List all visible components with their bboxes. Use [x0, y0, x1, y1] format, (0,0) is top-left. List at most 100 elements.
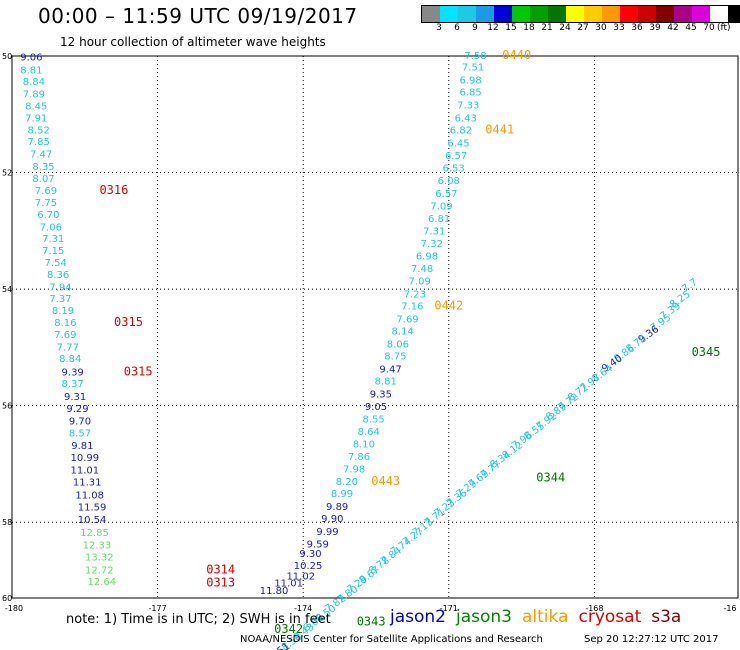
colorbar-swatch	[728, 6, 740, 22]
swh-value-label: 9.81	[71, 441, 93, 452]
swh-value-label: 8.20	[336, 477, 358, 488]
swh-value-label: 6.98	[416, 251, 438, 262]
swh-value-label: 6.57	[445, 151, 467, 162]
swh-value-label: 11.59	[78, 503, 107, 514]
swh-value-label: 12.33	[83, 540, 112, 551]
swh-value-label: 11.01	[70, 465, 99, 476]
colorbar-label: 42	[667, 23, 679, 33]
swh-value-label: 6.45	[447, 138, 469, 149]
swh-value-label: 6.82	[450, 126, 472, 137]
swh-value-label: 8.64	[358, 427, 380, 438]
colorbar-label: 70	[703, 23, 715, 33]
colorbar-labels: 3 6 9 12 15 18 21 24 27 30 33 36 39 42 45 70	[421, 23, 731, 35]
colorbar-label: 27	[577, 23, 589, 33]
timestamp: Sep 20 12:27:12 UTC 2017	[584, 634, 719, 645]
lat-tick-label: 50	[2, 52, 12, 61]
swh-value-label: 7.09	[430, 201, 452, 212]
swh-value-label: 8.81	[20, 65, 42, 76]
lat-tick-label: 56	[2, 402, 12, 411]
colorbar-label: 30	[595, 23, 607, 33]
swh-value-label: 9.51	[268, 641, 293, 650]
colorbar-label: 24	[559, 23, 571, 33]
swh-value-label: 7.33	[457, 100, 479, 111]
swh-value-label: 12.85	[80, 528, 109, 539]
swh-value-label: 9.06	[20, 53, 42, 64]
page-subtitle: 12 hour collection of altimeter wave hei…	[60, 35, 326, 49]
colorbar-label: 39	[649, 23, 661, 33]
lon-tick-label: -171	[440, 604, 458, 613]
swh-value-label: 8.81	[375, 377, 397, 388]
colorbar-label: 15	[505, 23, 517, 33]
colorbar-swatch	[620, 6, 638, 22]
swh-value-label: 11.80	[260, 586, 289, 597]
swh-value-label: 12.72	[85, 566, 114, 577]
swh-value-label: 7.37	[49, 294, 71, 305]
swh-value-label: 9.35	[370, 390, 392, 401]
swh-value-label: 7.15	[42, 246, 64, 257]
colorbar-swatch	[638, 6, 656, 22]
lon-tick-label: -174	[294, 604, 312, 613]
swh-value-label: 8.84	[59, 354, 81, 365]
colorbar-label: 9	[472, 23, 478, 33]
swh-value-label: 6.57	[435, 189, 457, 200]
swh-value-label: 6.43	[455, 113, 477, 124]
swh-value-label: 7.09	[409, 276, 431, 287]
colorbar-unit: (ft)	[717, 23, 731, 33]
colorbar-swatch	[548, 6, 566, 22]
colorbar-swatch	[494, 6, 512, 22]
swh-value-label: 8.19	[52, 306, 74, 317]
legend-entry: cryosat	[578, 607, 642, 627]
swh-value-label: 7.16	[401, 302, 423, 313]
swh-value-label: 6.81	[428, 214, 450, 225]
swh-value-label: 9.31	[64, 392, 86, 403]
legend-entry: jason3	[456, 607, 512, 627]
colorbar-swatch	[440, 6, 458, 22]
colorbar-swatch	[512, 6, 530, 22]
swh-value-label: 8.16	[54, 318, 76, 329]
swh-value-label: 8.57	[69, 429, 91, 440]
lat-tick-label: 54	[2, 285, 12, 294]
colorbar-label: 21	[541, 23, 553, 33]
legend-entry: s3a	[651, 607, 682, 627]
colorbar	[421, 5, 740, 23]
swh-value-label: 9.59	[307, 539, 329, 550]
swh-value-label: 7.69	[396, 314, 418, 325]
swh-value-label: 6.85	[460, 88, 482, 99]
swh-value-label: 8.37	[62, 379, 84, 390]
swh-value-label: 7.23	[404, 289, 426, 300]
colorbar-label: 33	[613, 23, 625, 33]
swh-value-label: 7.69	[35, 186, 57, 197]
colorbar-swatch	[476, 6, 494, 22]
swh-value-label: 8.35	[32, 162, 54, 173]
map-frame	[11, 55, 739, 599]
swh-value-label: 7.32	[421, 239, 443, 250]
colorbar-swatch	[566, 6, 584, 22]
time-label: 0343	[357, 614, 386, 628]
swh-value-label: 7.51	[462, 63, 484, 74]
swh-value-label: 8.07	[32, 174, 54, 185]
swh-value-label: 11.02	[286, 571, 315, 582]
lat-tick-label: 52	[2, 169, 12, 178]
swh-value-label: 7.06	[40, 222, 62, 233]
swh-value-label: 10.99	[70, 453, 99, 464]
time-label: 0313	[206, 575, 235, 589]
swh-value-label: 9.90	[321, 514, 343, 525]
swh-value-label: 11.01	[274, 578, 303, 589]
swh-value-label: 7.31	[423, 226, 445, 237]
swh-value-label: 10.25	[294, 561, 323, 572]
time-label: 0440	[502, 48, 531, 62]
time-label: 0344	[536, 470, 565, 484]
colorbar-swatch	[602, 6, 620, 22]
swh-value-label: 8.99	[331, 489, 353, 500]
swh-value-label: 13.32	[85, 553, 114, 564]
footer-note: note: 1) Time is in UTC; 2) SWH is in fe…	[66, 612, 331, 627]
swh-value-label: 9.47	[379, 364, 401, 375]
time-label: 0315	[114, 315, 143, 329]
colorbar-swatch	[692, 6, 710, 22]
swh-value-label: 8.06	[387, 339, 409, 350]
swh-value-label: 8.52	[28, 126, 50, 137]
page-title: 00:00 – 11:59 UTC 09/19/2017	[38, 4, 358, 28]
swh-value-label: 6.98	[460, 75, 482, 86]
swh-value-label: 7.47	[30, 149, 52, 160]
time-label: 0314	[206, 563, 235, 577]
